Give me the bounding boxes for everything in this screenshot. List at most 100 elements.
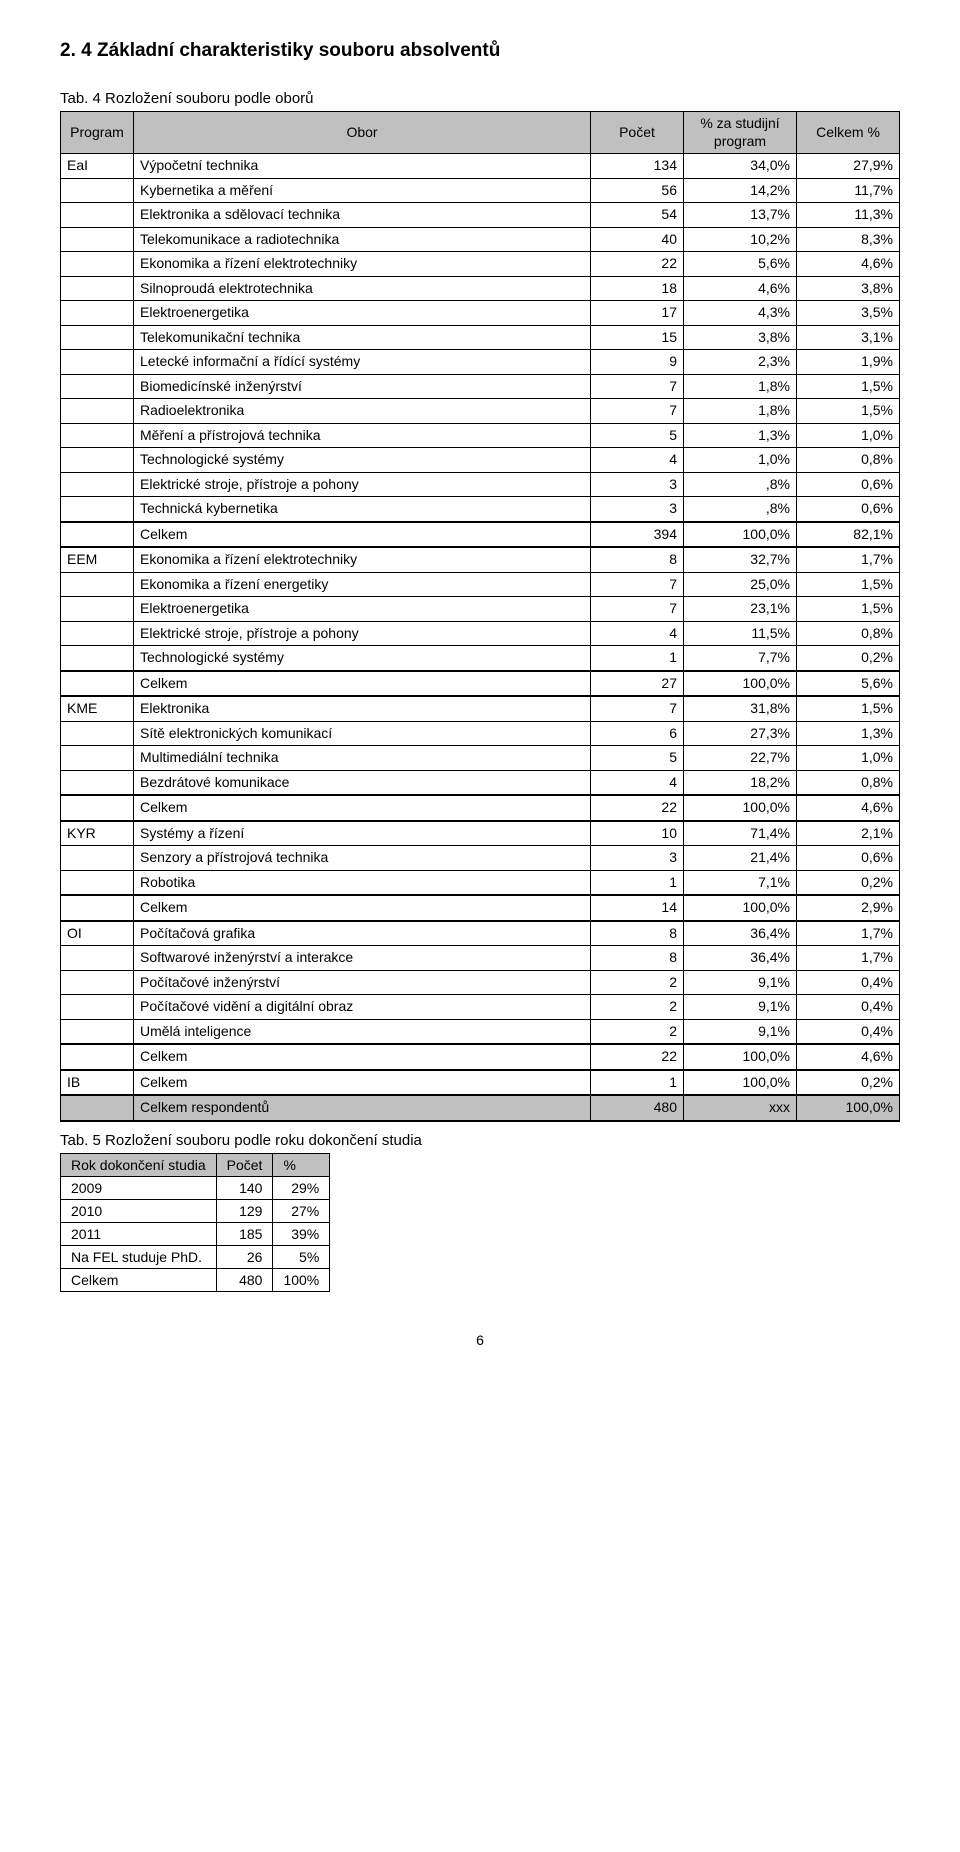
cell-pct2: 0,4%: [797, 1019, 900, 1044]
table-row: Robotika17,1%0,2%: [61, 870, 900, 895]
cell-obor: Celkem: [134, 1070, 591, 1096]
cell-pct2: 4,6%: [797, 1044, 900, 1070]
cell-pct: 2,3%: [684, 350, 797, 375]
cell-pct2: 2,9%: [797, 895, 900, 921]
cell-pct2: 11,3%: [797, 203, 900, 228]
cell-obor: Celkem: [134, 795, 591, 821]
cell-program: [61, 621, 134, 646]
cell-pocet: 134: [591, 154, 684, 179]
col-rok: Rok dokončení studia: [61, 1153, 217, 1176]
cell-pct: 22,7%: [684, 746, 797, 771]
cell-pct: xxx: [684, 1095, 797, 1121]
cell-pocet: 8: [591, 946, 684, 971]
cell-obor: Celkem respondentů: [134, 1095, 591, 1121]
table-row: Sítě elektronických komunikací627,3%1,3%: [61, 721, 900, 746]
cell-pct: 27%: [273, 1199, 330, 1222]
cell-obor: Silnoproudá elektrotechnika: [134, 276, 591, 301]
cell-pct: 1,0%: [684, 448, 797, 473]
cell-obor: Ekonomika a řízení elektrotechniky: [134, 252, 591, 277]
table-row: Senzory a přístrojová technika321,4%0,6%: [61, 846, 900, 871]
table-row: OIPočítačová grafika836,4%1,7%: [61, 921, 900, 946]
cell-obor: Elektrické stroje, přístroje a pohony: [134, 472, 591, 497]
subtotal-row: Celkem22100,0%4,6%: [61, 1044, 900, 1070]
cell-program: [61, 721, 134, 746]
cell-program: [61, 795, 134, 821]
subtotal-row: Celkem27100,0%5,6%: [61, 671, 900, 697]
table-row: Elektroenergetika174,3%3,5%: [61, 301, 900, 326]
cell-pct: 5,6%: [684, 252, 797, 277]
grand-total-row: Celkem respondentů480xxx100,0%: [61, 1095, 900, 1121]
cell-pct: 71,4%: [684, 821, 797, 846]
cell-pocet: 5: [591, 746, 684, 771]
table-row: Počítačové inženýrství29,1%0,4%: [61, 970, 900, 995]
cell-program: [61, 597, 134, 622]
cell-obor: Počítačové vidění a digitální obraz: [134, 995, 591, 1020]
cell-pct2: 0,8%: [797, 770, 900, 795]
cell-pocet: 7: [591, 572, 684, 597]
col-pocet: Počet: [591, 112, 684, 154]
cell-pocet: 480: [591, 1095, 684, 1121]
cell-rok: 2011: [61, 1222, 217, 1245]
cell-program: [61, 276, 134, 301]
cell-pct: 13,7%: [684, 203, 797, 228]
cell-program: [61, 350, 134, 375]
table-row: KYRSystémy a řízení1071,4%2,1%: [61, 821, 900, 846]
cell-pocet: 7: [591, 696, 684, 721]
cell-pct: 23,1%: [684, 597, 797, 622]
table-row: Elektronika a sdělovací technika5413,7%1…: [61, 203, 900, 228]
table-row: Celkem480100%: [61, 1268, 330, 1291]
cell-pct: 1,8%: [684, 374, 797, 399]
cell-pocet: 22: [591, 1044, 684, 1070]
table-row: 201118539%: [61, 1222, 330, 1245]
cell-pct: 36,4%: [684, 946, 797, 971]
cell-program: [61, 178, 134, 203]
cell-pct2: 0,8%: [797, 621, 900, 646]
col-pocet5: Počet: [216, 1153, 273, 1176]
table-row: Technologické systémy41,0%0,8%: [61, 448, 900, 473]
cell-pct: 100,0%: [684, 1070, 797, 1096]
cell-obor: Počítačová grafika: [134, 921, 591, 946]
cell-pct2: 1,0%: [797, 746, 900, 771]
cell-obor: Telekomunikační technika: [134, 325, 591, 350]
cell-pct2: 1,5%: [797, 597, 900, 622]
cell-pocet: 5: [591, 423, 684, 448]
cell-program: [61, 970, 134, 995]
cell-obor: Elektroenergetika: [134, 301, 591, 326]
cell-obor: Ekonomika a řízení energetiky: [134, 572, 591, 597]
cell-program: [61, 399, 134, 424]
cell-pct2: 0,2%: [797, 646, 900, 671]
subtotal-row: IBCelkem1100,0%0,2%: [61, 1070, 900, 1096]
cell-pct2: 11,7%: [797, 178, 900, 203]
table-row: Ekonomika a řízení elektrotechniky225,6%…: [61, 252, 900, 277]
cell-rok: 2009: [61, 1176, 217, 1199]
cell-pct: 36,4%: [684, 921, 797, 946]
cell-pct: 4,3%: [684, 301, 797, 326]
cell-pct: 9,1%: [684, 970, 797, 995]
col-program: Program: [61, 112, 134, 154]
cell-pocet: 185: [216, 1222, 273, 1245]
cell-program: [61, 423, 134, 448]
cell-pct: 14,2%: [684, 178, 797, 203]
cell-pct: 34,0%: [684, 154, 797, 179]
cell-obor: Bezdrátové komunikace: [134, 770, 591, 795]
table-row: Počítačové vidění a digitální obraz29,1%…: [61, 995, 900, 1020]
table4-caption: Tab. 4 Rozložení souboru podle oborů: [60, 90, 900, 107]
cell-pocet: 480: [216, 1268, 273, 1291]
cell-pct: 3,8%: [684, 325, 797, 350]
cell-program: [61, 522, 134, 548]
cell-obor: Letecké informační a řídící systémy: [134, 350, 591, 375]
table-row: Technická kybernetika3,8%0,6%: [61, 497, 900, 522]
table-row: Biomedicínské inženýrství71,8%1,5%: [61, 374, 900, 399]
cell-pct2: 0,6%: [797, 846, 900, 871]
cell-pct2: 0,2%: [797, 870, 900, 895]
cell-program: [61, 203, 134, 228]
cell-pct2: 1,3%: [797, 721, 900, 746]
cell-pct2: 1,7%: [797, 921, 900, 946]
cell-pct: 100,0%: [684, 1044, 797, 1070]
cell-pct: 11,5%: [684, 621, 797, 646]
cell-pct: 29%: [273, 1176, 330, 1199]
cell-pct: 10,2%: [684, 227, 797, 252]
cell-program: [61, 1019, 134, 1044]
cell-obor: Biomedicínské inženýrství: [134, 374, 591, 399]
cell-program: EEM: [61, 547, 134, 572]
